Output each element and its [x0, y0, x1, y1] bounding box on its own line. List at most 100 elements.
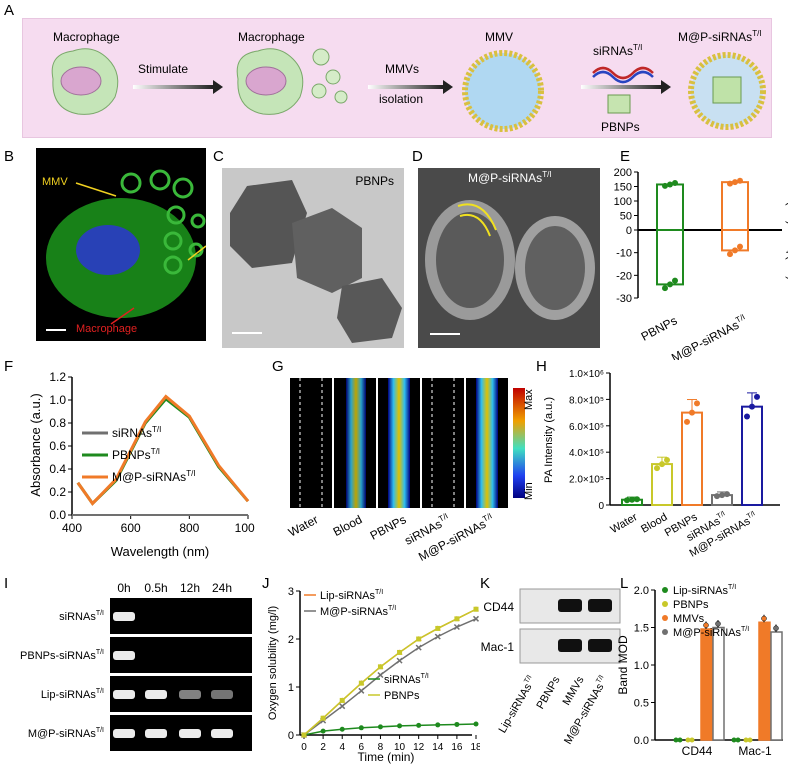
j-xtick: 12 [413, 742, 425, 753]
i-row-label: Lip-siRNAsT/I [41, 688, 104, 701]
j-point [320, 728, 326, 734]
pbnp-cube-icon [607, 94, 631, 114]
panel-b-micrograph: MMV Macrophage [36, 148, 207, 341]
e-ytick: 50 [620, 211, 632, 223]
j-point [396, 657, 403, 664]
f-ytick: 0.2 [49, 485, 66, 499]
h-ytick: 0 [598, 501, 604, 512]
g-xtick: PBNPs [368, 512, 409, 543]
j-ytick: 1 [288, 682, 294, 694]
i-band [211, 690, 233, 699]
macrophage-annotation: Macrophage [76, 323, 138, 335]
l-bar [700, 628, 713, 741]
mmv-annotation: MMV [42, 176, 68, 188]
i-time-label: 12h [180, 581, 200, 595]
j-series-line [303, 618, 477, 736]
l-bar [712, 626, 725, 741]
panel-d-tem: M@P-siRNAsT/I [418, 168, 600, 348]
h-point [634, 496, 640, 503]
k-lane-label: PBNPs [534, 674, 562, 711]
i-band [113, 729, 135, 738]
i-band [211, 729, 233, 738]
f-legend-label: PBNPsT/I [112, 447, 160, 462]
panel-i-letter: I [4, 575, 9, 592]
f-legend-label: M@P-siRNAsT/I [112, 469, 196, 484]
j-point [397, 649, 403, 655]
schematic-graphic: Macrophage Macrophage MMV M@P-siRNAsT/I … [51, 29, 766, 134]
i-row-label: M@P-siRNAsT/I [28, 727, 104, 740]
j-xtick: 10 [394, 742, 406, 753]
h-ytick: 4.0×10⁵ [569, 448, 604, 459]
h-ylabel: PA Intensity (a.u.) [543, 397, 555, 483]
k-band-label: CD44 [483, 600, 514, 614]
j-xtick: 8 [378, 742, 384, 753]
h-point [624, 497, 630, 504]
k-lane-label: M@P-siRNAsT/I [561, 674, 610, 747]
panel-g-heatmap: Max Min Water Blood PBNPssiRNAsT/IM@P-siRN… [286, 378, 535, 564]
i-time-label: 0.5h [144, 581, 167, 595]
j-point [358, 725, 364, 731]
k-band [588, 599, 612, 612]
e-point [667, 181, 673, 188]
j-point [454, 616, 460, 622]
i-band [179, 690, 201, 699]
l-ytick: 1.0 [634, 660, 649, 672]
l-xtick: CD44 [682, 744, 713, 758]
j-ytick: 0 [288, 730, 294, 742]
j-legend-label: PBNPs [384, 690, 420, 702]
j-point [473, 721, 479, 727]
f-ytick: 0.0 [49, 508, 66, 522]
arrow-label-sirnas: siRNAsT/I [593, 43, 642, 58]
g-lane-water [290, 378, 332, 508]
j-ylabel: Oxygen solubility (mg/l) [267, 606, 279, 720]
h-ytick: 2.0×10⁵ [569, 475, 604, 486]
j-point [397, 723, 403, 729]
l-point [689, 737, 695, 743]
panel-c-tem: PBNPs [222, 168, 404, 348]
panel-k-letter: K [480, 575, 491, 592]
e-ytick: -30 [616, 293, 632, 305]
i-time-label: 0h [117, 581, 130, 595]
e-ytick: 150 [614, 182, 632, 194]
panel-c-letter: C [213, 148, 224, 165]
i-row-label: PBNPs-siRNAsT/I [20, 649, 104, 662]
j-point [339, 703, 346, 710]
panel-l-letter: L [620, 575, 629, 592]
stimulated-macrophage-icon [236, 48, 348, 115]
panel-h-letter: H [536, 358, 547, 375]
k-band [558, 599, 582, 612]
f-ytick: 0.4 [49, 462, 66, 476]
g-lane-sirnas [422, 378, 464, 508]
j-point [358, 687, 365, 694]
e-bar-zeta [656, 229, 684, 286]
f-xtick: 800 [179, 521, 199, 535]
j-xtick: 2 [320, 742, 326, 753]
step-label-final: M@P-siRNAsT/I [678, 29, 762, 44]
f-ylabel: Absorbance (a.u.) [28, 393, 43, 496]
k-lane-label: Lip-siRNAsT/I [496, 674, 539, 735]
k-band-label: Mac-1 [481, 640, 515, 654]
l-bar [758, 621, 771, 741]
l-xtick: Mac-1 [738, 744, 772, 758]
e-point [737, 177, 743, 184]
f-series-line [76, 394, 250, 506]
g-xtick: Water [286, 512, 320, 539]
h-point [754, 393, 760, 400]
j-point [377, 724, 383, 730]
h-point [694, 400, 700, 407]
panel-f-letter: F [4, 358, 14, 375]
k-lane-label: MMVs [561, 674, 587, 707]
l-point [677, 737, 683, 743]
j-xtick: 4 [339, 742, 345, 753]
e-ytick: -10 [616, 248, 632, 260]
f-ytick: 1.2 [49, 370, 66, 384]
panel-k-blot: CD44 Mac-1 Lip-siRNAsT/I PBNPsMMVsM@P-siRNA… [481, 588, 621, 747]
f-series-line [76, 396, 250, 506]
e-point [737, 243, 743, 250]
i-band [145, 729, 167, 738]
j-xtick: 16 [451, 742, 463, 753]
j-point [434, 633, 441, 640]
e-bar-size [656, 183, 684, 231]
e-point [662, 285, 668, 292]
